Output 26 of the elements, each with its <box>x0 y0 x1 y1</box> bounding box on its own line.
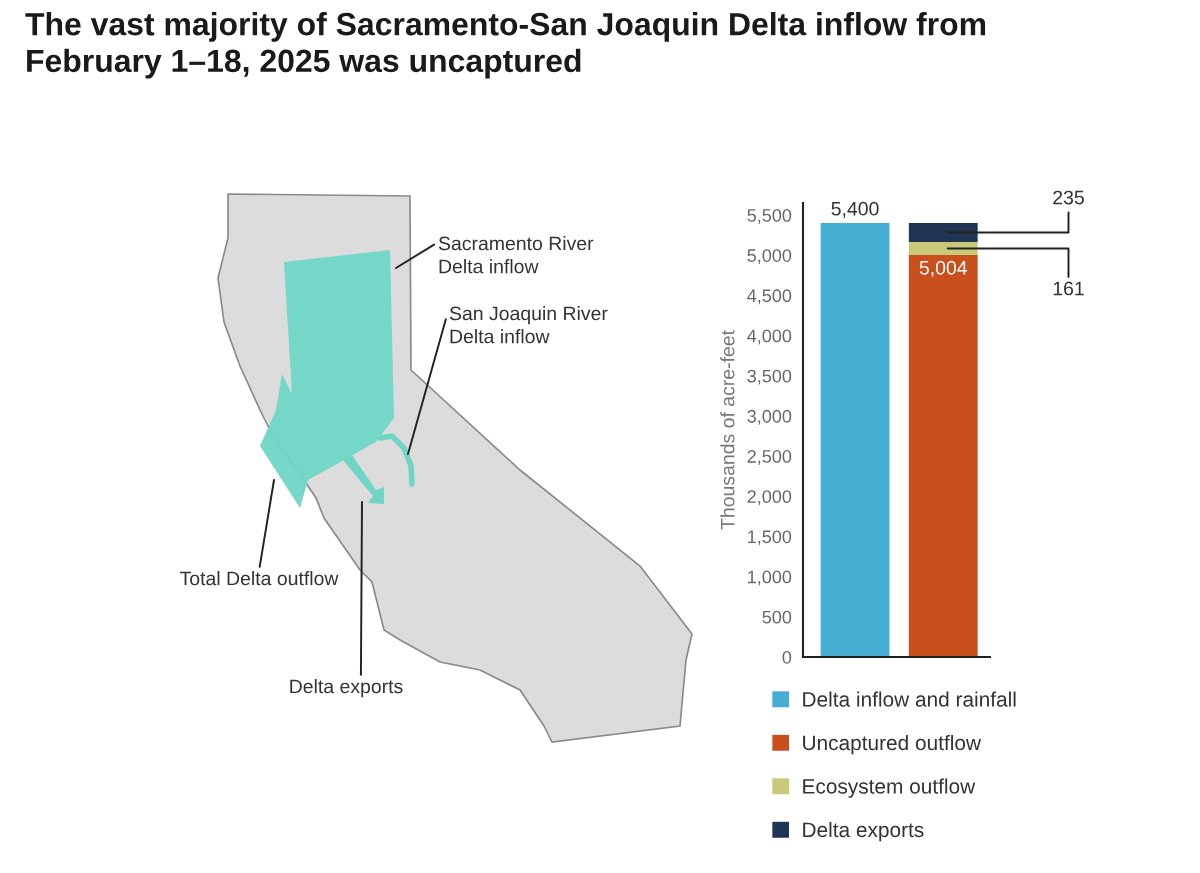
data-label: 235 <box>1053 190 1084 205</box>
y-tick-label: 1,000 <box>748 570 792 586</box>
text: The vast majority of Sacramento-San Joaquin Delta inflow from February 1–18, 2025 was uncaptured <box>25 12 986 79</box>
y-tick-label: 5,000 <box>747 249 792 265</box>
text: San Joaquin River Delta inflow <box>449 306 608 344</box>
text: Delta exports <box>290 679 403 698</box>
y-tick-label: 5,500 <box>747 208 792 224</box>
y-tick-label: 2,500 <box>747 450 792 465</box>
data-label: 161 <box>1053 281 1084 296</box>
legend-label: Uncaptured outflow <box>803 734 982 755</box>
legend-label: Delta exports <box>803 821 924 842</box>
text: Total Delta outflow <box>180 571 339 586</box>
y-tick-label: 2,000 <box>747 490 792 506</box>
y-tick-label: 1,500 <box>748 530 792 546</box>
y-tick-label: 3,500 <box>747 369 792 385</box>
data-label: 5,004 <box>919 260 968 277</box>
legend-label: Ecosystem outflow <box>803 778 976 798</box>
y-tick-label: 3,000 <box>747 409 792 425</box>
y-tick-label: 500 <box>762 610 792 624</box>
y-tick-label: 0 <box>782 650 792 664</box>
data-label: 5,400 <box>831 201 879 218</box>
y-tick-label: 4,000 <box>747 329 792 345</box>
text: Sacramento River Delta inflow <box>438 236 594 274</box>
y-axis-title: Thousands of acre-feet <box>720 330 735 530</box>
legend-label: Delta inflow and rainfall <box>803 691 1016 707</box>
y-tick-label: 4,500 <box>747 289 792 305</box>
